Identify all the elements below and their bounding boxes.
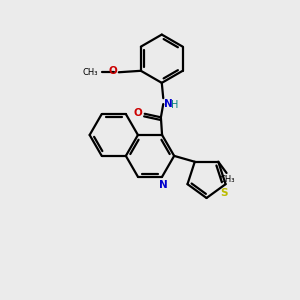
Text: CH₃: CH₃ — [219, 175, 235, 184]
Text: CH₃: CH₃ — [83, 68, 98, 77]
Text: O: O — [134, 108, 142, 118]
Text: N: N — [164, 99, 172, 110]
Text: N: N — [159, 180, 168, 190]
Text: H: H — [171, 100, 178, 110]
Text: S: S — [220, 188, 228, 198]
Text: O: O — [108, 66, 117, 76]
